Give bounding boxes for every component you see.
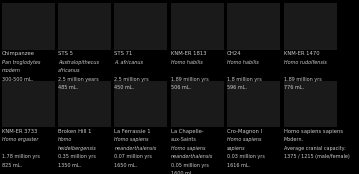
Text: 300-500 mL.: 300-500 mL. xyxy=(2,77,33,82)
Text: 1375 / 1215 (male/female): 1375 / 1215 (male/female) xyxy=(284,154,349,159)
FancyBboxPatch shape xyxy=(171,81,224,127)
Text: 1350 mL.: 1350 mL. xyxy=(58,163,81,168)
Text: 1.89 million yrs: 1.89 million yrs xyxy=(171,77,209,82)
Text: Australopithecus: Australopithecus xyxy=(58,60,99,65)
Text: modern: modern xyxy=(2,68,21,73)
Text: Broken Hill 1: Broken Hill 1 xyxy=(58,129,92,134)
Text: neanderthalensis: neanderthalensis xyxy=(171,154,213,159)
Text: STS 5: STS 5 xyxy=(58,51,73,56)
Text: Homo sapiens sapiens: Homo sapiens sapiens xyxy=(284,129,343,134)
Text: KNM-ER 1813: KNM-ER 1813 xyxy=(171,51,206,56)
Text: KNM-ER 1470: KNM-ER 1470 xyxy=(284,51,319,56)
Text: aux-Saints: aux-Saints xyxy=(171,137,197,142)
Text: 1.89 million yrs: 1.89 million yrs xyxy=(284,77,321,82)
Text: 1650 mL.: 1650 mL. xyxy=(115,163,137,168)
FancyBboxPatch shape xyxy=(227,3,280,50)
Text: neanderthalensis: neanderthalensis xyxy=(115,146,157,151)
Text: 1600 mL.: 1600 mL. xyxy=(171,171,194,174)
Text: Average cranial capacity:: Average cranial capacity: xyxy=(284,146,345,151)
Text: heidelbergensis: heidelbergensis xyxy=(58,146,97,151)
Text: 1.78 million yrs: 1.78 million yrs xyxy=(2,154,39,159)
Text: sapiens: sapiens xyxy=(227,146,246,151)
FancyBboxPatch shape xyxy=(284,3,336,50)
Text: 0.07 million yrs: 0.07 million yrs xyxy=(115,154,152,159)
Text: Homo sapiens: Homo sapiens xyxy=(171,146,205,151)
Text: 0.03 million yrs: 0.03 million yrs xyxy=(227,154,265,159)
Text: Homo sapiens: Homo sapiens xyxy=(115,137,149,142)
FancyBboxPatch shape xyxy=(284,81,336,127)
Text: STS 71: STS 71 xyxy=(115,51,133,56)
FancyBboxPatch shape xyxy=(58,3,111,50)
Text: 776 mL.: 776 mL. xyxy=(284,85,304,90)
Text: La Chapelle-: La Chapelle- xyxy=(171,129,204,134)
Text: Cro-Magnon I: Cro-Magnon I xyxy=(227,129,262,134)
Text: Homo sapiens: Homo sapiens xyxy=(227,137,262,142)
Text: 1.8 million yrs: 1.8 million yrs xyxy=(227,77,262,82)
Text: Homo rudolfensis: Homo rudolfensis xyxy=(284,60,326,65)
Text: Chimpanzee: Chimpanzee xyxy=(2,51,35,56)
FancyBboxPatch shape xyxy=(115,81,167,127)
FancyBboxPatch shape xyxy=(171,3,224,50)
FancyBboxPatch shape xyxy=(58,81,111,127)
Text: KNM-ER 3733: KNM-ER 3733 xyxy=(2,129,37,134)
FancyBboxPatch shape xyxy=(227,81,280,127)
Text: 0.05 million yrs: 0.05 million yrs xyxy=(171,163,209,168)
Text: Homo: Homo xyxy=(58,137,73,142)
Text: A. africanus: A. africanus xyxy=(115,60,144,65)
Text: Homo habilis: Homo habilis xyxy=(227,60,259,65)
Text: 0.35 million yrs: 0.35 million yrs xyxy=(58,154,96,159)
Text: 596 mL.: 596 mL. xyxy=(227,85,247,90)
FancyBboxPatch shape xyxy=(2,81,55,127)
Text: Homo habilis: Homo habilis xyxy=(171,60,202,65)
Text: Pan troglodytes: Pan troglodytes xyxy=(2,60,40,65)
Text: 1616 mL.: 1616 mL. xyxy=(227,163,250,168)
Text: Homo ergaster: Homo ergaster xyxy=(2,137,38,142)
Text: 485 mL.: 485 mL. xyxy=(58,85,78,90)
FancyBboxPatch shape xyxy=(115,3,167,50)
Text: 825 mL.: 825 mL. xyxy=(2,163,22,168)
Text: africanus: africanus xyxy=(58,68,80,73)
Text: Modern.: Modern. xyxy=(284,137,304,142)
Text: 2.5 million years: 2.5 million years xyxy=(58,77,99,82)
Text: OH24: OH24 xyxy=(227,51,242,56)
Text: 2.5 million yrs: 2.5 million yrs xyxy=(115,77,149,82)
Text: 506 mL.: 506 mL. xyxy=(171,85,191,90)
Text: 450 mL.: 450 mL. xyxy=(115,85,134,90)
FancyBboxPatch shape xyxy=(2,3,55,50)
Text: La Ferrassie 1: La Ferrassie 1 xyxy=(115,129,151,134)
